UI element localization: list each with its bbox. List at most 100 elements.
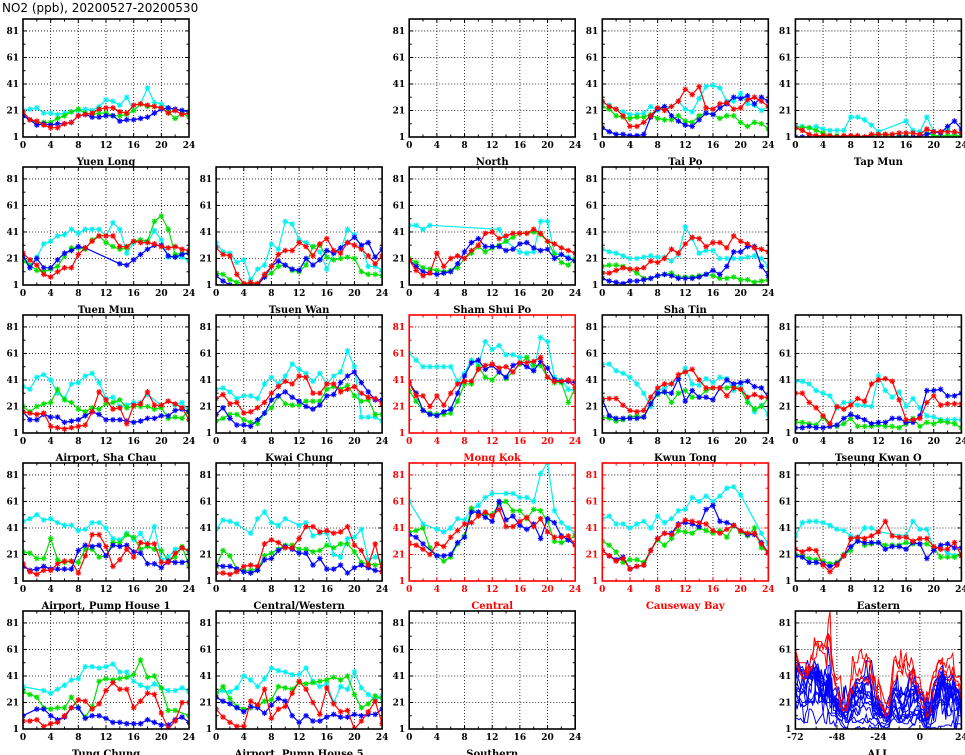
marker-stroke [752, 101, 757, 107]
data-point-red [96, 233, 102, 239]
data-point-green [130, 107, 137, 114]
data-point-red [151, 103, 158, 110]
marker-stroke [229, 282, 233, 285]
marker-stroke [172, 244, 178, 249]
marker-stroke [216, 273, 219, 277]
marker-stroke [441, 264, 447, 269]
x-tick-label: 12 [100, 289, 113, 299]
marker-stroke [738, 120, 744, 125]
marker-stroke [862, 117, 867, 123]
marker-stroke [517, 230, 523, 236]
data-point-cyan [289, 361, 295, 367]
x-tick-label: 16 [127, 289, 140, 299]
data-point-red [896, 130, 902, 136]
marker-stroke [724, 100, 730, 105]
data-point-red [123, 420, 130, 427]
data-point-red [186, 416, 189, 423]
data-point-red [172, 107, 178, 114]
marker-stroke [55, 414, 60, 420]
marker-stroke [75, 423, 81, 429]
data-point-red [572, 250, 576, 256]
marker-stroke [317, 249, 323, 255]
data-point-green [234, 279, 240, 285]
x-tick-label: 16 [127, 141, 140, 151]
data-point-blue [627, 278, 633, 284]
data-point-green [186, 114, 189, 120]
marker-stroke [602, 270, 605, 274]
marker-stroke [358, 398, 364, 404]
data-point-green [358, 398, 365, 404]
data-point-blue [372, 254, 378, 260]
panel-frame [601, 166, 770, 286]
marker-stroke [462, 249, 467, 255]
data-point-red [117, 243, 123, 250]
marker-stroke [48, 414, 54, 420]
marker-stroke [172, 254, 178, 260]
data-point-blue [795, 134, 799, 137]
marker-stroke [23, 108, 26, 112]
y-tick-label: 41 [200, 376, 213, 386]
marker-stroke [310, 244, 316, 249]
plot-area [795, 114, 962, 137]
data-point-green [634, 114, 640, 120]
marker-stroke [841, 127, 847, 133]
marker-stroke [34, 412, 40, 417]
marker-stroke [255, 396, 260, 401]
data-point-blue [158, 412, 165, 419]
marker-stroke [117, 397, 123, 403]
data-point-blue [627, 132, 633, 137]
marker-stroke [345, 254, 350, 260]
data-point-blue [123, 262, 130, 268]
data-point-green [737, 276, 744, 283]
data-point-red [813, 132, 819, 137]
marker-stroke [358, 242, 364, 248]
data-point-green [220, 415, 226, 422]
data-point-blue [220, 405, 226, 411]
data-point-blue [34, 416, 40, 423]
data-point-blue [620, 131, 626, 137]
data-point-blue [165, 105, 172, 111]
marker-stroke [689, 120, 695, 125]
data-point-cyan [47, 238, 54, 245]
marker-stroke [703, 105, 709, 111]
marker-stroke [365, 253, 371, 259]
data-point-cyan [682, 223, 689, 230]
y-tick-label: 41 [6, 80, 19, 90]
marker-stroke [275, 393, 281, 399]
marker-stroke [917, 131, 923, 137]
data-point-cyan [413, 222, 419, 229]
marker-stroke [255, 266, 260, 272]
marker-stroke [602, 275, 605, 280]
data-point-red [751, 94, 758, 101]
marker-stroke [634, 266, 640, 272]
marker-stroke [602, 105, 605, 109]
data-point-red [703, 105, 709, 111]
y-tick-label: 41 [6, 376, 19, 386]
data-point-green [454, 264, 461, 271]
data-point-blue [351, 369, 358, 375]
marker-stroke [855, 114, 861, 120]
data-point-blue [482, 243, 489, 250]
data-point-blue [227, 282, 233, 285]
data-point-blue [602, 275, 606, 282]
data-point-red [654, 105, 661, 111]
marker-stroke [662, 256, 667, 261]
data-point-red [110, 233, 116, 239]
marker-stroke [717, 105, 723, 111]
marker-stroke [34, 417, 40, 423]
data-point-red [620, 264, 626, 271]
marker-stroke [324, 236, 330, 241]
marker-stroke [627, 116, 633, 121]
marker-stroke [69, 248, 74, 253]
marker-stroke [648, 253, 654, 259]
data-point-green [351, 255, 358, 262]
marker-stroke [227, 416, 233, 421]
marker-stroke [27, 386, 33, 392]
marker-stroke [96, 406, 102, 412]
marker-stroke [103, 240, 109, 245]
marker-stroke [469, 248, 474, 253]
marker-stroke [413, 260, 419, 265]
marker-stroke [627, 278, 633, 284]
data-point-blue [130, 419, 137, 426]
marker-stroke [602, 101, 605, 105]
